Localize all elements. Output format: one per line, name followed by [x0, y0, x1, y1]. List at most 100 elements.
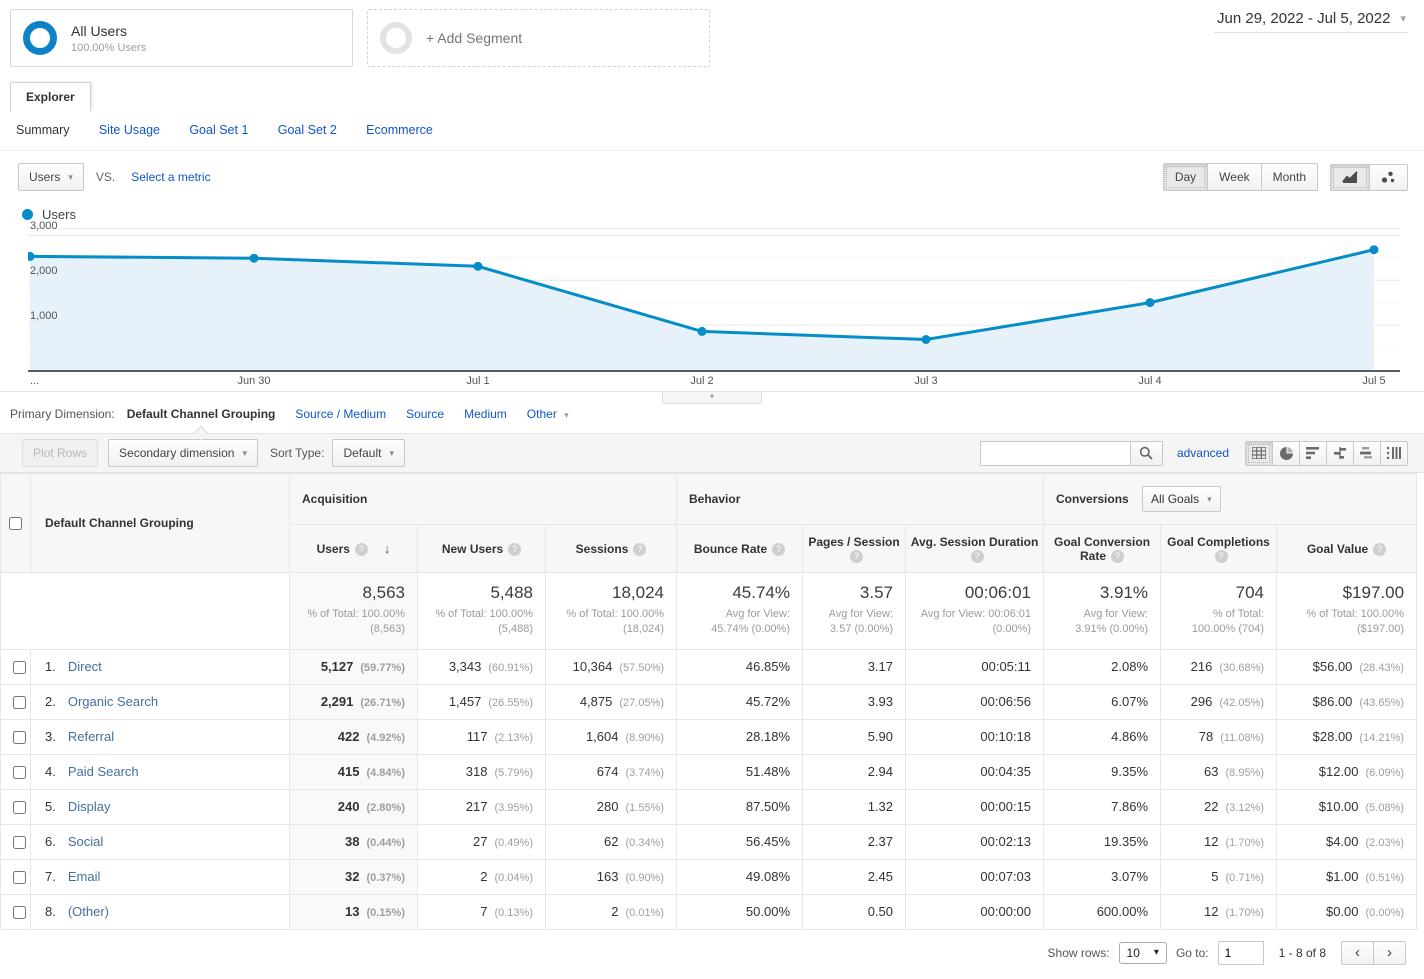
column-header-avg-session-duration[interactable]: Avg. Session Duration? [906, 525, 1044, 573]
column-header-goal-value[interactable]: Goal Value? [1277, 525, 1417, 573]
row-checkbox[interactable] [13, 871, 26, 884]
new-users-cell: 117(2.13%) [418, 719, 546, 754]
help-icon[interactable]: ? [508, 543, 521, 556]
column-header-goal-conversion-rate[interactable]: Goal Conversion Rate? [1044, 525, 1161, 573]
sessions-cell: 2(0.01%) [546, 894, 677, 929]
search-button[interactable] [1130, 441, 1163, 466]
pivot-view-icon[interactable] [1380, 441, 1408, 466]
help-icon[interactable]: ? [1215, 550, 1228, 563]
table-row: 2.Organic Search 2,291(26.71%) 1,457(26.… [1, 684, 1417, 719]
granularity-group: Day Week Month [1163, 163, 1318, 191]
subnav-link[interactable]: Goal Set 2 [278, 123, 337, 137]
avg-session-duration-cell: 00:10:18 [906, 719, 1044, 754]
channel-link[interactable]: Referral [68, 729, 114, 744]
dimension-medium[interactable]: Medium [464, 407, 507, 421]
row-checkbox[interactable] [13, 801, 26, 814]
help-icon[interactable]: ? [1373, 543, 1386, 556]
next-page-button[interactable]: › [1373, 941, 1406, 965]
date-range-text: Jun 29, 2022 - Jul 5, 2022 [1217, 10, 1390, 27]
search-input[interactable] [980, 441, 1130, 466]
row-checkbox[interactable] [13, 906, 26, 919]
dimension-other[interactable]: Other ▾ [527, 407, 569, 421]
show-rows-select[interactable]: 10 ▾ [1119, 942, 1167, 964]
behavior-group-header: Behavior [677, 474, 1044, 525]
row-checkbox[interactable] [13, 696, 26, 709]
dimension-column-header: Default Channel Grouping [31, 474, 290, 573]
sort-type-dropdown[interactable]: Default ▾ [332, 439, 405, 467]
column-header-goal-completions[interactable]: Goal Completions? [1161, 525, 1277, 573]
table-toolbar: Plot Rows Secondary dimension ▾ Sort Typ… [0, 433, 1424, 473]
date-range-selector[interactable]: Jun 29, 2022 - Jul 5, 2022 ▾ [1215, 8, 1408, 33]
column-header-sessions[interactable]: Sessions? [546, 525, 677, 573]
row-checkbox[interactable] [13, 731, 26, 744]
subnav: Summary Site Usage Goal Set 1 Goal Set 2… [0, 112, 1424, 151]
dimension-default-channel-grouping[interactable]: Default Channel Grouping [127, 407, 276, 421]
help-icon[interactable]: ? [971, 550, 984, 563]
help-icon[interactable]: ? [772, 543, 785, 556]
secondary-dimension-dropdown[interactable]: Secondary dimension ▾ [108, 439, 258, 467]
segment-donut-icon [23, 21, 57, 55]
metric-bar: Users ▾ VS. Select a metric Day Week Mon… [0, 151, 1424, 195]
chart-plot-area[interactable] [28, 229, 1400, 372]
channel-link[interactable]: Organic Search [68, 694, 158, 709]
sessions-cell: 1,604(8.90%) [546, 719, 677, 754]
dimension-source[interactable]: Source [406, 407, 444, 421]
avg-session-duration-cell: 00:00:15 [906, 789, 1044, 824]
subnav-link[interactable]: Goal Set 1 [189, 123, 248, 137]
help-icon[interactable]: ? [850, 550, 863, 563]
plot-rows-button[interactable]: Plot Rows [22, 439, 98, 467]
show-rows-label: Show rows: [1048, 946, 1110, 960]
channel-link[interactable]: (Other) [68, 904, 109, 919]
granularity-button[interactable]: Day [1163, 163, 1208, 191]
help-icon[interactable]: ? [355, 543, 368, 556]
column-header-pages-session[interactable]: Pages / Session? [803, 525, 906, 573]
goal-value-cell: $4.00(2.03%) [1277, 824, 1417, 859]
data-table-view-icon[interactable] [1245, 441, 1273, 466]
channel-link[interactable]: Direct [68, 659, 102, 674]
line-chart-view-button[interactable] [1330, 164, 1370, 191]
channel-link[interactable]: Paid Search [68, 764, 139, 779]
granularity-button[interactable]: Month [1261, 163, 1318, 191]
row-checkbox[interactable] [13, 836, 26, 849]
acquisition-group-header: Acquisition [290, 474, 677, 525]
channel-link[interactable]: Email [68, 869, 101, 884]
annotations-expander[interactable]: ▾ [662, 392, 762, 404]
granularity-button[interactable]: Week [1207, 163, 1261, 191]
prev-page-button[interactable]: ‹ [1341, 941, 1374, 965]
chevron-down-icon: ▾ [710, 392, 714, 401]
help-icon[interactable]: ? [1111, 550, 1124, 563]
bounce-rate-cell: 56.45% [677, 824, 803, 859]
column-header-users[interactable]: Users?↓ [290, 525, 418, 573]
percentage-view-icon[interactable] [1272, 441, 1300, 466]
goal-selector-dropdown[interactable]: All Goals ▾ [1142, 486, 1221, 512]
add-segment-button[interactable]: + Add Segment [367, 9, 710, 67]
row-checkbox[interactable] [13, 661, 26, 674]
select-metric-link[interactable]: Select a metric [131, 170, 210, 184]
goto-page-input[interactable] [1218, 941, 1264, 965]
dimension-source-medium[interactable]: Source / Medium [295, 407, 386, 421]
tab-explorer[interactable]: Explorer [10, 82, 91, 112]
motion-chart-view-button[interactable] [1369, 164, 1408, 191]
comparison-view-icon[interactable] [1326, 441, 1354, 466]
subnav-link[interactable]: Ecommerce [366, 123, 433, 137]
metric-dropdown[interactable]: Users ▾ [18, 163, 84, 191]
row-checkbox[interactable] [13, 766, 26, 779]
term-cloud-view-icon[interactable] [1353, 441, 1381, 466]
performance-view-icon[interactable] [1299, 441, 1327, 466]
channel-link[interactable]: Social [68, 834, 103, 849]
x-tick-label: Jul 2 [690, 375, 713, 387]
subnav-link[interactable]: Site Usage [99, 123, 160, 137]
advanced-search-link[interactable]: advanced [1177, 446, 1229, 460]
channel-link[interactable]: Display [68, 799, 111, 814]
column-header-new-users[interactable]: New Users? [418, 525, 546, 573]
select-all-checkbox[interactable] [9, 517, 22, 530]
all-users-segment[interactable]: All Users 100.00% Users [10, 9, 353, 67]
subnav-link[interactable]: Summary [16, 123, 69, 137]
column-header-bounce-rate[interactable]: Bounce Rate? [677, 525, 803, 573]
pages-session-cell: 5.90 [803, 719, 906, 754]
channel-cell: 7.Email [31, 859, 290, 894]
sessions-cell: 10,364(57.50%) [546, 649, 677, 684]
table-row: 6.Social 38(0.44%) 27(0.49%) 62(0.34%) 5… [1, 824, 1417, 859]
help-icon[interactable]: ? [633, 543, 646, 556]
pages-session-cell: 1.32 [803, 789, 906, 824]
